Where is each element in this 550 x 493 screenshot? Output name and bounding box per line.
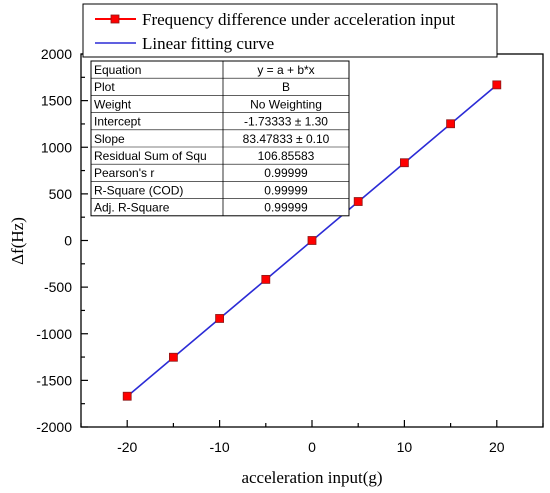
legend-label-points: Frequency difference under acceleration … — [142, 10, 455, 29]
y-tick-label: 1000 — [41, 139, 72, 155]
stats-key: Residual Sum of Squ — [94, 149, 207, 163]
stats-table-frame — [90, 60, 350, 217]
stats-key: Weight — [94, 97, 132, 111]
data-point — [446, 119, 456, 129]
y-tick-label: -500 — [44, 279, 72, 295]
x-tick-label: 0 — [308, 439, 316, 455]
axes: -20 -10 0 10 20 -2000 -1500 -1000 -500 0 500 1000 15… — [36, 46, 544, 455]
stats-value: -1.73333 ± 1.30 — [244, 115, 328, 129]
data-point — [261, 274, 271, 284]
stats-key: Plot — [94, 80, 115, 94]
y-tick-label: -1500 — [36, 372, 72, 388]
stats-key: Adj. R-Square — [94, 201, 170, 215]
data-point — [307, 236, 317, 245]
stats-value: 0.99999 — [264, 183, 308, 197]
data-point — [399, 158, 409, 168]
stats-value: 106.85583 — [258, 149, 315, 163]
legend-label-fit: Linear fitting curve — [142, 34, 274, 53]
x-tick-label: -20 — [117, 439, 137, 455]
stats-value: 0.99999 — [264, 166, 308, 180]
y-tick-label: 2000 — [41, 46, 72, 62]
x-tick-label: -10 — [209, 439, 229, 455]
y-tick-label: 0 — [64, 233, 72, 249]
legend: Frequency difference under acceleration … — [82, 3, 498, 58]
plot-area — [122, 80, 502, 401]
x-tick-label: 10 — [397, 439, 413, 455]
stats-key: Intercept — [94, 115, 141, 129]
data-point — [215, 314, 225, 323]
y-tick-label: 1500 — [41, 93, 72, 109]
stats-key: Slope — [94, 132, 125, 146]
x-axis-title: acceleration input(g) — [241, 468, 382, 487]
legend-marker-points — [110, 14, 120, 24]
y-tick-label: 500 — [49, 186, 73, 202]
x-tick-label: 20 — [489, 439, 505, 455]
stats-value: B — [282, 80, 290, 94]
stats-value: 0.99999 — [264, 201, 308, 215]
stats-value: 83.47833 ± 0.10 — [243, 132, 330, 146]
stats-value: y = a + b*x — [257, 63, 314, 77]
data-point — [122, 391, 132, 401]
data-point — [353, 197, 363, 206]
data-point — [492, 80, 502, 90]
stats-key: Equation — [94, 63, 141, 77]
y-tick-label: -2000 — [36, 419, 72, 435]
legend-box — [82, 3, 498, 58]
stats-table: Equation y = a + b*x Plot B Weight No Weighti… — [90, 60, 350, 217]
y-axis-title: Δf(Hz) — [8, 217, 27, 265]
y-tick-label: -1000 — [36, 326, 72, 342]
stats-value: No Weighting — [250, 97, 322, 111]
data-point — [168, 352, 178, 362]
stats-key: Pearson's r — [94, 166, 154, 180]
stats-key: R-Square (COD) — [94, 183, 183, 197]
